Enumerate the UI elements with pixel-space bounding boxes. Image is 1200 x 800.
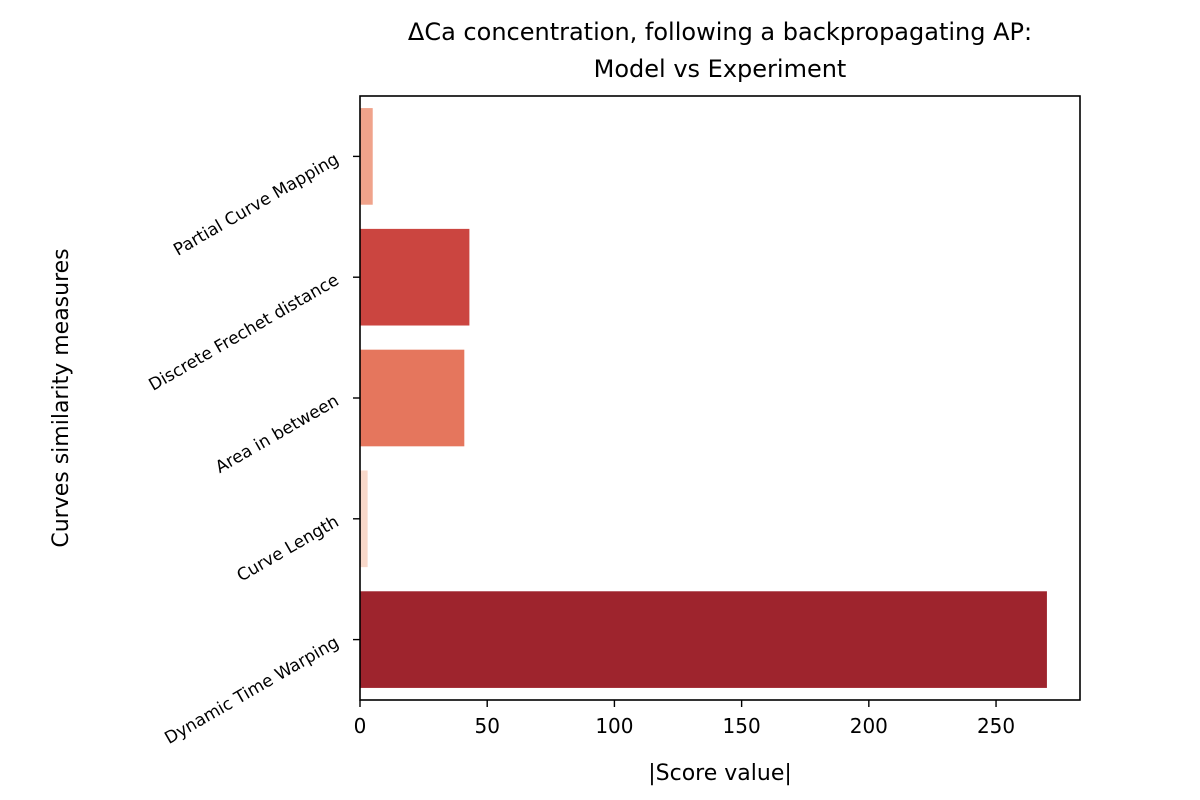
x-axis-label: |Score value| — [648, 761, 792, 786]
x-tick-label: 150 — [723, 714, 761, 738]
bars-group — [360, 108, 1047, 688]
bar-area-in-between — [360, 349, 465, 447]
y-tick-label: Discrete Frechet distance — [146, 270, 343, 395]
x-tick-label: 250 — [977, 714, 1015, 738]
bar-dynamic-time-warping — [360, 591, 1047, 688]
x-tick-label: 200 — [850, 714, 888, 738]
bar-curve-length — [360, 470, 368, 568]
bar-partial-curve-mapping — [360, 108, 373, 205]
x-axis-ticks: 0 50 100 150 200 250 — [354, 700, 1015, 738]
x-tick-label: 100 — [595, 714, 633, 738]
plot-frame — [359, 95, 1081, 701]
bar-discrete-frechet-distance — [360, 228, 470, 326]
chart-title-line-1: ΔCa concentration, following a backpropa… — [408, 18, 1032, 46]
chart-title-line-2: Model vs Experiment — [594, 55, 847, 83]
x-tick-label: 0 — [354, 714, 367, 738]
x-tick-label: 50 — [474, 714, 499, 738]
y-tick-label: Curve Length — [234, 512, 343, 586]
y-tick-label: Dynamic Time Warping — [161, 633, 342, 749]
y-tick-label: Partial Curve Mapping — [170, 149, 342, 260]
y-tick-label: Area in between — [212, 391, 342, 478]
y-axis-label: Curves similarity measures — [49, 248, 74, 547]
